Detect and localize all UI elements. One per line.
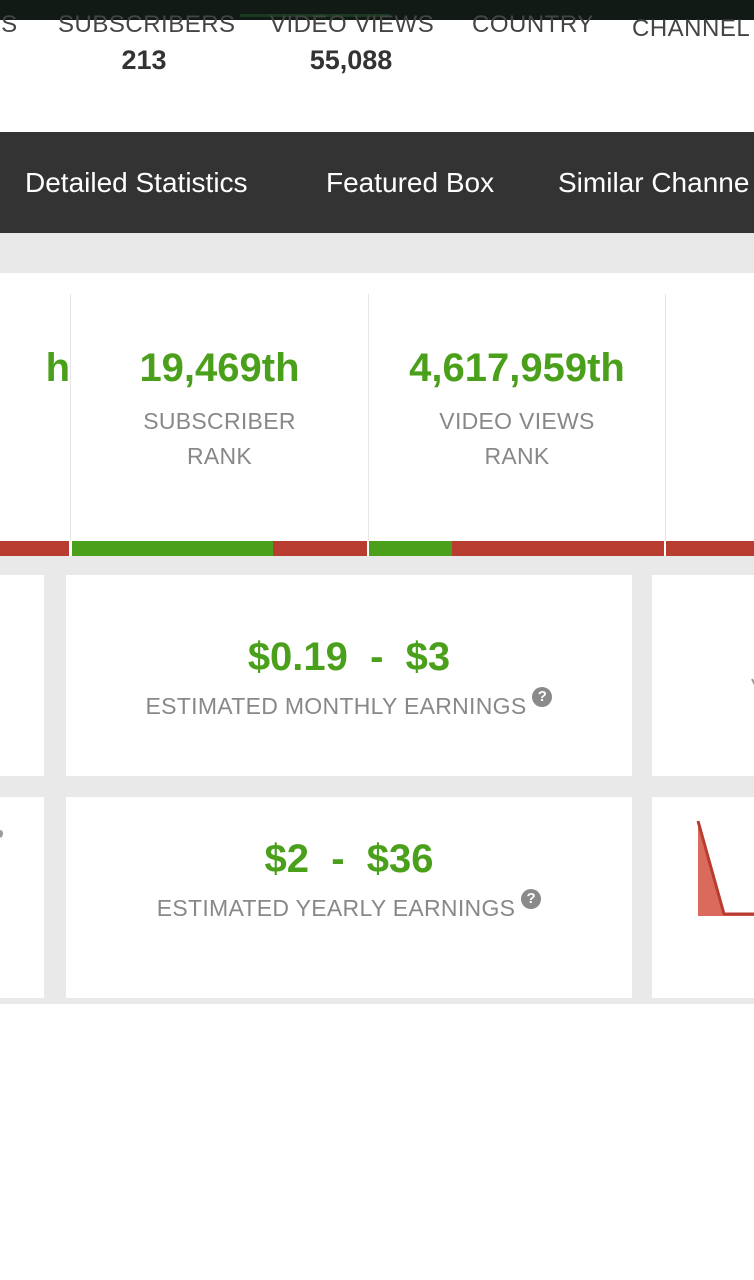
earnings-card-partial-left-2 bbox=[0, 797, 44, 998]
tab-navbar: Detailed Statistics Featured Box Similar… bbox=[0, 132, 754, 233]
summary-stat-label: OS bbox=[0, 11, 18, 38]
top-strip-accent bbox=[240, 14, 390, 17]
sparkline-area bbox=[698, 821, 754, 916]
summary-stat-channel-type: CHANNEL bbox=[632, 14, 750, 44]
rank-progress-bar bbox=[0, 541, 69, 556]
summary-stat-label: CHANNEL bbox=[632, 15, 751, 42]
summary-stat-value: 213 bbox=[121, 45, 167, 75]
monthly-earnings-label: ESTIMATED MONTHLY EARNINGS? bbox=[66, 687, 632, 720]
rank-card-partial-left: h bbox=[0, 294, 70, 541]
section-spacer bbox=[0, 233, 754, 273]
sparkline-line bbox=[696, 820, 754, 916]
tab-detailed-statistics[interactable]: Detailed Statistics bbox=[25, 167, 248, 198]
rank-card-subscriber: 19,469th SUBSCRIBER RANK bbox=[70, 294, 368, 541]
help-icon[interactable]: ? bbox=[532, 687, 553, 707]
yearly-earnings-label: ESTIMATED YEARLY EARNINGS? bbox=[66, 889, 632, 922]
rank-label-line: RANK bbox=[186, 443, 253, 469]
tab-similar-channels[interactable]: Similar Channe bbox=[558, 167, 750, 198]
rank-label: SUBSCRIBER RANK bbox=[71, 404, 368, 474]
monthly-earnings-label-text: ESTIMATED MONTHLY EARNINGS bbox=[145, 693, 527, 719]
summary-stat-label: VIDEO VIEWS bbox=[270, 11, 435, 38]
rank-value: 19,469th bbox=[139, 346, 300, 390]
earnings-card-monthly: $0.19 - $3 ESTIMATED MONTHLY EARNINGS? bbox=[66, 575, 632, 776]
partial-chart-mark bbox=[751, 678, 754, 686]
rank-value: 4,617,959th bbox=[409, 346, 625, 390]
summary-stat-label: SUBSCRIBERS bbox=[58, 11, 236, 38]
earnings-section: $0.19 - $3 ESTIMATED MONTHLY EARNINGS? $… bbox=[0, 556, 754, 1004]
rank-progress-red bbox=[272, 541, 367, 556]
help-icon[interactable]: ? bbox=[521, 889, 542, 909]
rank-progress-red bbox=[451, 541, 664, 556]
summary-stat-subscribers: SUBSCRIBERS 213 bbox=[58, 10, 236, 80]
rank-label-line: VIDEO VIEWS bbox=[439, 408, 595, 434]
rank-label-line: SUBSCRIBER bbox=[143, 408, 296, 434]
tab-featured-box[interactable]: Featured Box bbox=[326, 167, 495, 198]
rank-value: h bbox=[45, 346, 70, 390]
earnings-card-yearly: $2 - $36 ESTIMATED YEARLY EARNINGS? bbox=[66, 797, 632, 998]
rank-progress-bar bbox=[72, 541, 367, 556]
yearly-earnings-label-text: ESTIMATED YEARLY EARNINGS bbox=[156, 895, 516, 921]
summary-stat-uploads: OS bbox=[0, 10, 18, 40]
rank-progress-bar bbox=[369, 541, 664, 556]
top-strip bbox=[0, 0, 754, 20]
summary-stat-video-views: VIDEO VIEWS 55,088 bbox=[270, 10, 435, 80]
rank-progress-green bbox=[72, 541, 273, 556]
rank-card-partial-right bbox=[665, 294, 754, 541]
earnings-card-partial-right bbox=[652, 575, 754, 776]
earnings-card-sparkline bbox=[652, 797, 754, 998]
summary-stat-value: 55,088 bbox=[309, 45, 393, 75]
summary-stat-label: COUNTRY bbox=[472, 11, 594, 38]
rank-progress-green bbox=[369, 541, 452, 556]
partial-chart-mark bbox=[0, 829, 3, 838]
summary-stat-country: COUNTRY bbox=[472, 10, 594, 40]
sparkline-chart bbox=[696, 820, 754, 916]
yearly-earnings-range: $2 - $36 bbox=[264, 837, 434, 881]
rank-label: VIDEO VIEWS RANK bbox=[369, 404, 665, 474]
chart-tick-mark bbox=[751, 678, 754, 686]
rank-progress-bar bbox=[666, 541, 754, 556]
rank-progress-red bbox=[0, 541, 69, 556]
rank-card-video-views: 4,617,959th VIDEO VIEWS RANK bbox=[368, 294, 665, 541]
monthly-earnings-range: $0.19 - $3 bbox=[247, 635, 451, 679]
chart-tick-mark bbox=[0, 829, 3, 838]
earnings-card-partial-left bbox=[0, 575, 44, 776]
rank-label-line: RANK bbox=[484, 443, 550, 469]
rank-progress-red bbox=[666, 541, 754, 556]
